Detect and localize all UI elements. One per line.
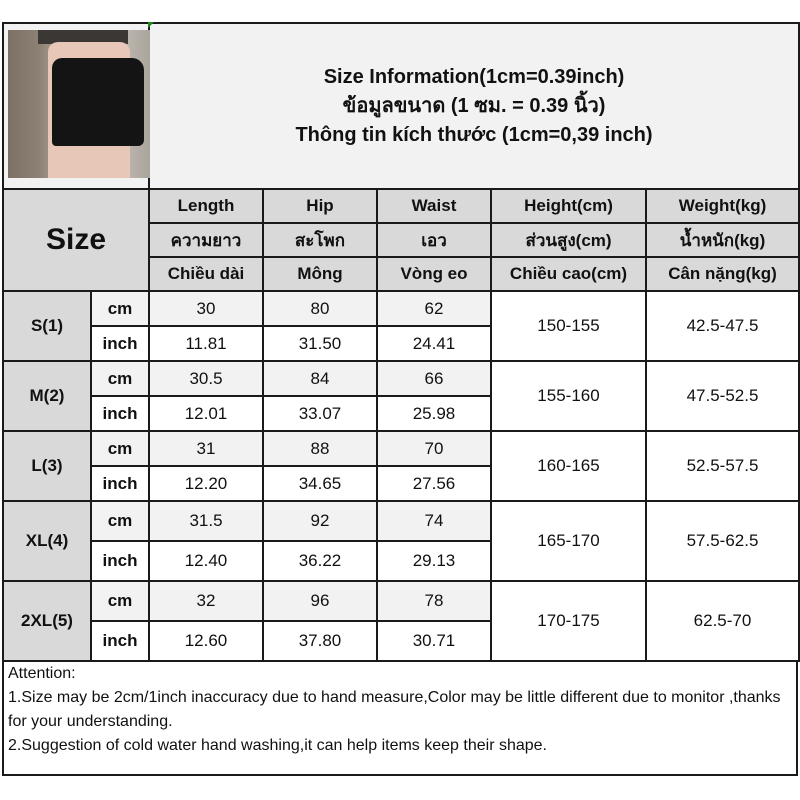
col-weight-en: Weight(kg)	[644, 188, 800, 224]
size-chart-table: Size Information(1cm=0.39inch) ข้อมูลขนา…	[2, 22, 800, 662]
length-inch-value: 11.81	[148, 325, 264, 362]
size-label: XL(4)	[2, 500, 92, 582]
size-label: 2XL(5)	[2, 580, 92, 662]
title-english: Size Information(1cm=0.39inch)	[323, 65, 625, 88]
weight-range: 62.5-70	[644, 580, 800, 662]
col-height-vi: Chiều cao(cm)	[490, 256, 647, 292]
product-photo-cell	[2, 22, 150, 190]
length-inch-value: 12.01	[148, 395, 264, 432]
unit-label: inch	[90, 465, 150, 502]
length-cm-value: 31.5	[148, 500, 264, 542]
waist-cm-value: 62	[376, 290, 492, 327]
waist-inch-value: 27.56	[376, 465, 492, 502]
unit-label: cm	[90, 430, 150, 467]
table-row-cm: S(1) cm 30 80 62 150-155 42.5-47.5	[2, 290, 800, 362]
col-length-th: ความยาว	[148, 222, 264, 258]
waist-inch-value: 29.13	[376, 540, 492, 582]
unit-label: inch	[90, 395, 150, 432]
height-range: 160-165	[490, 430, 647, 502]
table-row-cm: M(2) cm 30.5 84 66 155-160 47.5-52.5	[2, 360, 800, 432]
size-label: L(3)	[2, 430, 92, 502]
length-cm-value: 30	[148, 290, 264, 327]
waist-cm-value: 66	[376, 360, 492, 397]
hip-cm-value: 92	[262, 500, 378, 542]
col-height-en: Height(cm)	[490, 188, 647, 224]
waist-cm-value: 70	[376, 430, 492, 467]
waist-inch-value: 25.98	[376, 395, 492, 432]
height-range: 170-175	[490, 580, 647, 662]
hip-inch-value: 37.80	[262, 620, 378, 662]
hip-inch-value: 33.07	[262, 395, 378, 432]
title-thai: ข้อมูลขนาด (1 ซม. = 0.39 นิ้ว)	[342, 94, 606, 117]
attention-line-1: 1.Size may be 2cm/1inch inaccuracy due t…	[8, 689, 781, 730]
height-range: 155-160	[490, 360, 647, 432]
unit-label: cm	[90, 580, 150, 622]
hip-cm-value: 96	[262, 580, 378, 622]
unit-label: cm	[90, 360, 150, 397]
col-waist-vi: Vòng eo	[376, 256, 492, 292]
waist-inch-value: 24.41	[376, 325, 492, 362]
weight-range: 57.5-62.5	[644, 500, 800, 582]
table-row-inch: inch 12.40 36.22 29.13	[3, 540, 799, 582]
length-cm-value: 31	[148, 430, 264, 467]
table-row-inch: inch 12.60 37.80 30.71	[3, 620, 799, 662]
unit-label: inch	[90, 325, 150, 362]
hip-inch-value: 34.65	[262, 465, 378, 502]
attention-line-2: 2.Suggestion of cold water hand washing,…	[8, 737, 547, 754]
hip-cm-value: 88	[262, 430, 378, 467]
product-photo	[8, 30, 150, 178]
hip-inch-value: 31.50	[262, 325, 378, 362]
length-cm-value: 32	[148, 580, 264, 622]
unit-label: cm	[90, 290, 150, 327]
size-label: M(2)	[2, 360, 92, 432]
waist-cm-value: 78	[376, 580, 492, 622]
height-range: 150-155	[490, 290, 647, 362]
col-hip-vi: Mông	[262, 256, 378, 292]
unit-label: inch	[90, 620, 150, 662]
hip-cm-value: 80	[262, 290, 378, 327]
col-weight-vi: Cân nặng(kg)	[644, 256, 800, 292]
height-range: 165-170	[490, 500, 647, 582]
table-row-inch: inch 12.20 34.65 27.56	[3, 465, 799, 502]
col-hip-en: Hip	[262, 188, 378, 224]
table-row-inch: inch 12.01 33.07 25.98	[3, 395, 799, 432]
length-cm-value: 30.5	[148, 360, 264, 397]
col-weight-th: น้ำหนัก(kg)	[644, 222, 800, 258]
weight-range: 52.5-57.5	[644, 430, 800, 502]
size-header: Size	[2, 188, 150, 292]
cell-marker	[148, 22, 154, 28]
title-vietnamese: Thông tin kích thước (1cm=0,39 inch)	[295, 123, 653, 146]
length-inch-value: 12.60	[148, 620, 264, 662]
attention-notes: Attention: 1.Size may be 2cm/1inch inacc…	[2, 660, 798, 776]
size-label: S(1)	[2, 290, 92, 362]
col-length-en: Length	[148, 188, 264, 224]
waist-inch-value: 30.71	[376, 620, 492, 662]
table-row-cm: 2XL(5) cm 32 96 78 170-175 62.5-70	[2, 580, 800, 662]
weight-range: 47.5-52.5	[644, 360, 800, 432]
length-inch-value: 12.20	[148, 465, 264, 502]
waist-cm-value: 74	[376, 500, 492, 542]
col-waist-th: เอว	[376, 222, 492, 258]
table-row-cm: XL(4) cm 31.5 92 74 165-170 57.5-62.5	[2, 500, 800, 582]
table-row-cm: L(3) cm 31 88 70 160-165 52.5-57.5	[2, 430, 800, 502]
weight-range: 42.5-47.5	[644, 290, 800, 362]
hip-inch-value: 36.22	[262, 540, 378, 582]
col-height-th: ส่วนสูง(cm)	[490, 222, 647, 258]
table-row-inch: inch 11.81 31.50 24.41	[3, 325, 799, 362]
col-waist-en: Waist	[376, 188, 492, 224]
unit-label: inch	[90, 540, 150, 582]
col-length-vi: Chiều dài	[148, 256, 264, 292]
chart-title: Size Information(1cm=0.39inch) ข้อมูลขนา…	[147, 22, 800, 190]
hip-cm-value: 84	[262, 360, 378, 397]
unit-label: cm	[90, 500, 150, 542]
col-hip-th: สะโพก	[262, 222, 378, 258]
attention-heading: Attention:	[8, 665, 76, 682]
length-inch-value: 12.40	[148, 540, 264, 582]
